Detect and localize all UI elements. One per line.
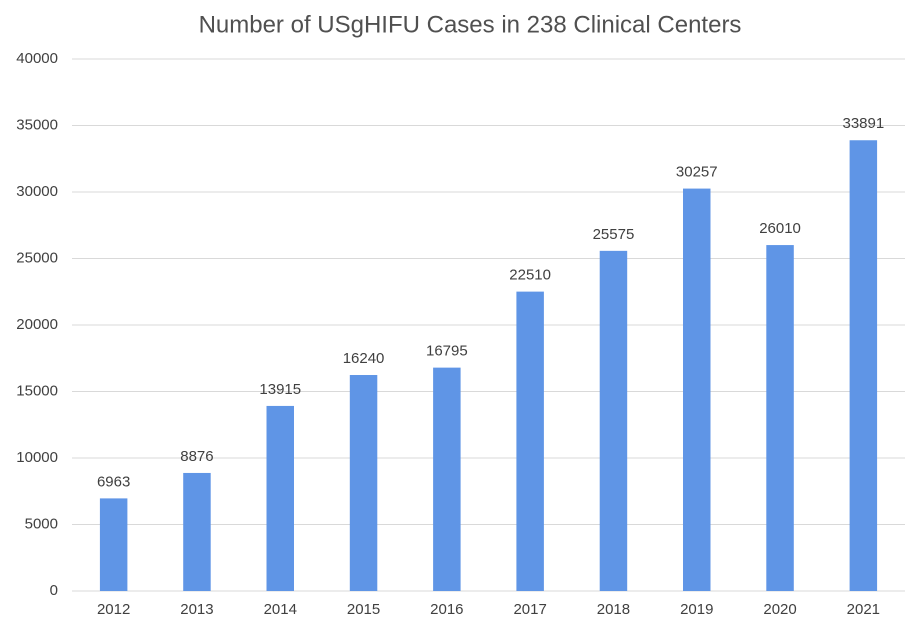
chart-title: Number of USgHIFU Cases in 238 Clinical … — [199, 11, 742, 38]
bar — [183, 472, 211, 591]
bar — [433, 367, 461, 591]
data-label: 26010 — [759, 220, 801, 237]
bar — [766, 245, 794, 591]
bar — [599, 250, 628, 592]
y-tick-label: 25000 — [16, 249, 58, 266]
x-tick-label: 2017 — [513, 601, 546, 618]
y-tick-label: 40000 — [16, 50, 58, 67]
data-label: 33891 — [842, 115, 884, 132]
x-tick-label: 2012 — [97, 601, 130, 618]
data-label: 13915 — [259, 381, 301, 398]
x-tick-label: 2021 — [847, 601, 880, 618]
bar — [516, 291, 544, 591]
y-tick-label: 15000 — [16, 382, 58, 399]
data-label: 30257 — [676, 164, 718, 181]
bar — [349, 375, 378, 591]
y-tick-label: 5000 — [25, 515, 58, 532]
x-tick-label: 2019 — [680, 601, 713, 618]
x-tick-label: 2015 — [347, 601, 380, 618]
y-tick-label: 0 — [50, 582, 58, 599]
bar — [266, 405, 294, 591]
y-tick-label: 30000 — [16, 183, 58, 200]
data-label: 25575 — [593, 226, 635, 243]
x-tick-label: 2018 — [597, 601, 630, 618]
data-label: 8876 — [180, 448, 213, 465]
x-tick-label: 2013 — [180, 601, 213, 618]
x-tick-label: 2016 — [430, 601, 463, 618]
x-tick-label: 2020 — [763, 601, 796, 618]
data-label: 22510 — [509, 267, 551, 284]
x-tick-label: 2014 — [264, 601, 297, 618]
data-label: 16240 — [343, 350, 385, 367]
bar — [683, 188, 711, 591]
y-tick-label: 35000 — [16, 116, 58, 133]
y-tick-label: 10000 — [16, 449, 58, 466]
y-tick-label: 20000 — [16, 316, 58, 333]
data-label: 6963 — [97, 473, 130, 490]
bar — [849, 140, 878, 591]
data-label: 16795 — [426, 343, 468, 360]
bar — [99, 498, 128, 591]
